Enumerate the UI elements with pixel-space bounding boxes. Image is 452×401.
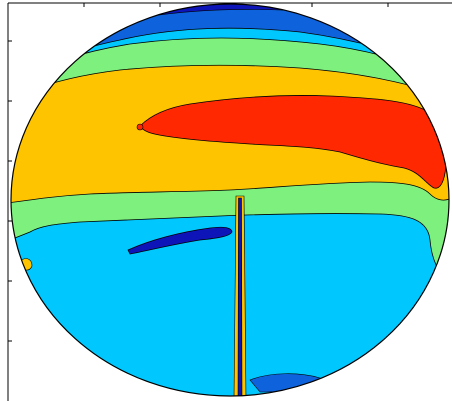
band-level-6-dot [136,123,144,131]
axes-frame [7,2,452,401]
y-ticks [8,40,12,342]
band-level-6 [139,95,447,189]
vertical-seam-inner [237,197,243,396]
disk-boundary [10,3,450,397]
band-level-1-streak [127,226,233,255]
